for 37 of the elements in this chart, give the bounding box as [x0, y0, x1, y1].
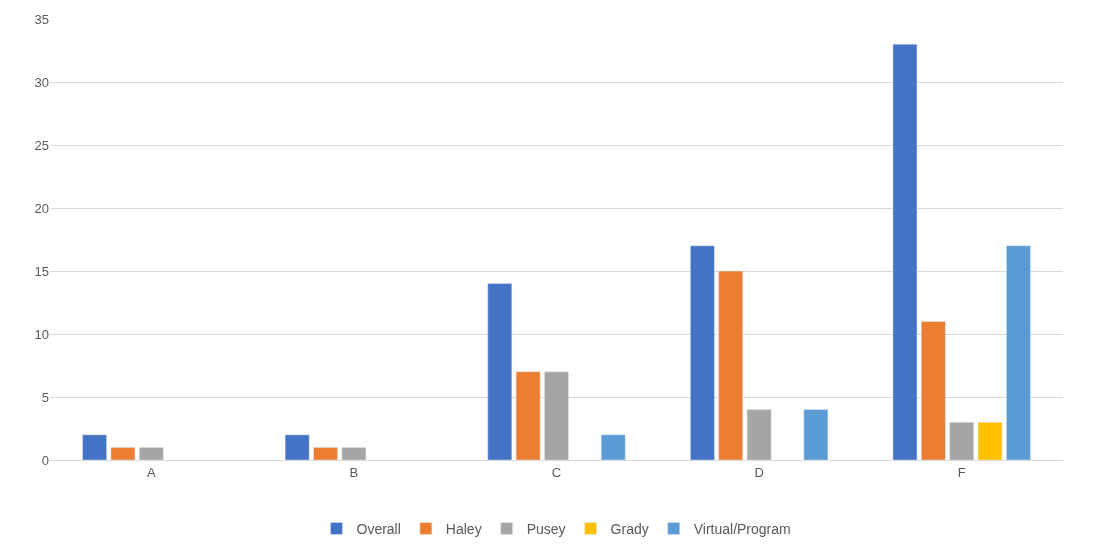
bar	[1006, 245, 1031, 460]
y-tick-label: 15	[34, 263, 49, 279]
legend-label: Virtual/Program	[693, 520, 791, 537]
bar	[921, 321, 946, 460]
bar	[110, 447, 136, 460]
x-tick-label: B	[349, 464, 359, 480]
bar	[82, 434, 107, 460]
bar	[977, 421, 1003, 460]
y-tick-label: 25	[34, 137, 49, 153]
bar	[718, 270, 744, 460]
x-tick-label: F	[957, 464, 966, 480]
bar	[487, 283, 513, 460]
bar	[803, 409, 829, 460]
x-tick-label: D	[754, 464, 764, 480]
y-tick-label: 5	[41, 389, 49, 405]
y-tick-label: 0	[41, 452, 49, 468]
bar	[746, 409, 772, 460]
legend-label: Haley	[445, 520, 482, 537]
y-tick-label: 30	[34, 74, 49, 90]
legend-label: Overall	[356, 520, 401, 537]
bar	[313, 447, 338, 460]
bar	[139, 447, 164, 460]
bar	[341, 447, 367, 460]
x-tick-label: A	[146, 464, 156, 480]
y-tick-label: 10	[34, 326, 49, 342]
bar	[600, 434, 626, 460]
y-tick-label: 35	[34, 11, 49, 27]
x-tick-label: C	[551, 464, 562, 480]
legend-label: Pusey	[526, 520, 566, 537]
legend-label: Grady	[610, 520, 649, 537]
bar	[284, 434, 310, 460]
bar	[949, 421, 974, 460]
bar	[515, 371, 541, 460]
y-tick-label: 20	[34, 200, 49, 216]
bar	[892, 43, 918, 460]
bar	[690, 245, 715, 460]
bar	[544, 371, 569, 460]
